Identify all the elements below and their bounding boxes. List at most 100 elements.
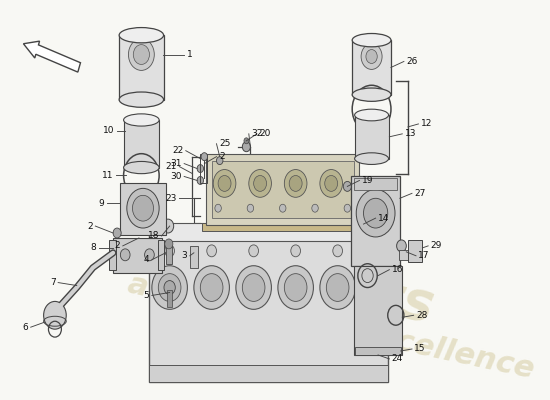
Text: 15: 15 — [414, 344, 426, 354]
Text: 23: 23 — [166, 194, 177, 203]
Text: 18: 18 — [147, 232, 159, 240]
Circle shape — [312, 204, 318, 212]
Text: 14: 14 — [378, 214, 389, 223]
Text: 30: 30 — [170, 172, 182, 181]
Circle shape — [289, 176, 302, 191]
Circle shape — [165, 245, 174, 257]
Circle shape — [284, 274, 307, 302]
Text: 24: 24 — [392, 354, 403, 364]
Text: 27: 27 — [414, 189, 426, 198]
Circle shape — [120, 249, 130, 261]
Circle shape — [218, 176, 231, 191]
Circle shape — [364, 198, 388, 228]
Text: 22: 22 — [172, 146, 183, 155]
Circle shape — [243, 274, 265, 302]
Bar — [355, 347, 400, 355]
Circle shape — [43, 302, 66, 329]
Circle shape — [197, 164, 204, 172]
Bar — [113, 238, 162, 273]
Circle shape — [249, 245, 258, 257]
FancyArrow shape — [24, 41, 80, 72]
Circle shape — [243, 142, 250, 152]
Circle shape — [207, 245, 217, 257]
Text: 31: 31 — [170, 159, 182, 168]
Ellipse shape — [119, 28, 163, 43]
Bar — [351, 176, 400, 266]
Ellipse shape — [352, 88, 391, 101]
Ellipse shape — [355, 109, 388, 121]
Text: 19: 19 — [362, 176, 373, 185]
Circle shape — [162, 219, 174, 233]
Text: 2: 2 — [115, 241, 120, 250]
Circle shape — [158, 274, 181, 302]
Circle shape — [236, 266, 271, 309]
Circle shape — [165, 239, 173, 249]
Bar — [212, 161, 354, 218]
Circle shape — [197, 176, 204, 184]
Circle shape — [397, 240, 406, 252]
Bar — [200, 154, 207, 184]
Text: 17: 17 — [419, 251, 430, 260]
Ellipse shape — [124, 114, 159, 126]
Bar — [119, 35, 163, 100]
Circle shape — [201, 153, 207, 161]
Ellipse shape — [124, 162, 159, 174]
Circle shape — [113, 228, 121, 238]
Bar — [167, 290, 172, 307]
Circle shape — [324, 176, 338, 191]
Circle shape — [145, 249, 155, 261]
Bar — [354, 266, 402, 355]
Circle shape — [291, 245, 300, 257]
Circle shape — [217, 157, 223, 164]
Circle shape — [254, 176, 267, 191]
Bar — [355, 115, 388, 159]
Circle shape — [361, 44, 382, 70]
Bar — [408, 240, 422, 262]
Bar — [150, 223, 388, 241]
Ellipse shape — [355, 153, 388, 164]
Text: 16: 16 — [392, 265, 403, 274]
Bar — [150, 365, 388, 382]
Text: a passion for excellence: a passion for excellence — [125, 270, 537, 384]
Text: 20: 20 — [259, 129, 271, 138]
Text: 2: 2 — [219, 152, 224, 161]
Text: 8: 8 — [90, 243, 96, 252]
Circle shape — [133, 195, 153, 221]
Text: 25: 25 — [219, 139, 230, 148]
Circle shape — [366, 50, 377, 64]
Circle shape — [152, 266, 188, 309]
Circle shape — [194, 266, 229, 309]
Text: 10: 10 — [103, 126, 115, 135]
Text: 12: 12 — [421, 120, 432, 128]
Circle shape — [164, 280, 175, 294]
Bar — [399, 250, 409, 260]
Ellipse shape — [119, 92, 163, 107]
Circle shape — [133, 45, 150, 64]
Bar — [352, 40, 391, 95]
Text: 3: 3 — [182, 251, 188, 260]
Text: 1: 1 — [186, 50, 192, 59]
Text: 11: 11 — [102, 171, 113, 180]
Circle shape — [284, 170, 307, 197]
Circle shape — [333, 245, 343, 257]
Circle shape — [279, 204, 286, 212]
Circle shape — [213, 170, 236, 197]
Circle shape — [343, 182, 351, 191]
Bar — [119, 184, 167, 235]
Text: euroParts: euroParts — [145, 222, 439, 333]
Bar — [190, 246, 198, 268]
Bar — [124, 120, 159, 168]
Bar — [206, 154, 360, 225]
Text: 21: 21 — [166, 162, 177, 171]
Text: 26: 26 — [406, 57, 417, 66]
Circle shape — [249, 170, 271, 197]
Ellipse shape — [352, 34, 391, 47]
Circle shape — [344, 204, 350, 212]
Bar — [354, 178, 398, 190]
Text: 28: 28 — [416, 311, 427, 320]
Circle shape — [356, 189, 395, 237]
Text: 6: 6 — [23, 323, 28, 332]
Circle shape — [129, 39, 155, 70]
Bar — [109, 240, 116, 270]
Bar — [150, 228, 388, 382]
